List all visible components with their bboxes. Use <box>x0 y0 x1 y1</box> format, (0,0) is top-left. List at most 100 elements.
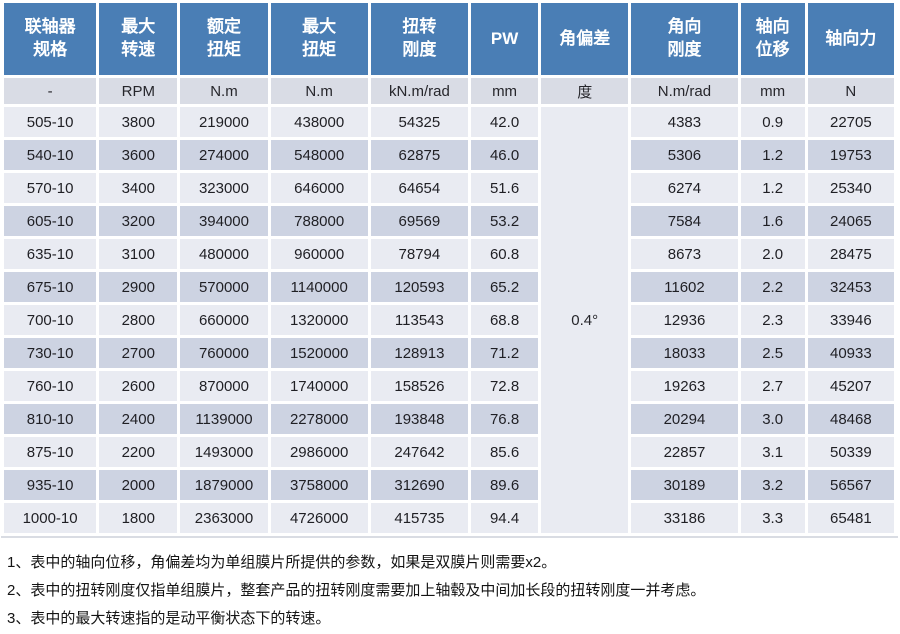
table-row: 570-10 3400 323000 646000 64654 51.6 627… <box>4 173 894 203</box>
cell-torsional-stiffness: 247642 <box>370 437 468 467</box>
cell-rated-torque: 480000 <box>180 239 268 269</box>
cell-torsional-stiffness: 78794 <box>370 239 468 269</box>
cell-axial-force: 50339 <box>807 437 894 467</box>
cell-axial-displacement: 0.9 <box>740 107 805 137</box>
unit-pw: mm <box>471 78 539 104</box>
cell-rated-torque: 394000 <box>180 206 268 236</box>
cell-torsional-stiffness: 193848 <box>370 404 468 434</box>
cell-torsional-stiffness: 120593 <box>370 272 468 302</box>
cell-torsional-stiffness: 128913 <box>370 338 468 368</box>
cell-axial-force: 25340 <box>807 173 894 203</box>
cell-max-torque: 438000 <box>270 107 368 137</box>
cell-coupling-size: 730-10 <box>4 338 97 368</box>
cell-max-speed: 3800 <box>99 107 178 137</box>
cell-pw: 53.2 <box>471 206 539 236</box>
table-row: 935-10 2000 1879000 3758000 312690 89.6 … <box>4 470 894 500</box>
cell-angular-stiffness: 4383 <box>631 107 738 137</box>
cell-axial-force: 45207 <box>807 371 894 401</box>
column-header-torsional-stiffness: 扭转 刚度 <box>370 3 468 75</box>
cell-angular-stiffness: 5306 <box>631 140 738 170</box>
cell-max-speed: 2000 <box>99 470 178 500</box>
column-header-max-torque: 最大 扭矩 <box>270 3 368 75</box>
cell-coupling-size: 605-10 <box>4 206 97 236</box>
cell-pw: 42.0 <box>471 107 539 137</box>
cell-axial-force: 19753 <box>807 140 894 170</box>
cell-coupling-size: 675-10 <box>4 272 97 302</box>
cell-axial-displacement: 2.3 <box>740 305 805 335</box>
cell-torsional-stiffness: 54325 <box>370 107 468 137</box>
footnote-1: 1、表中的轴向位移，角偏差均为单组膜片所提供的参数，如果是双膜片则需要x2。 <box>7 554 557 571</box>
cell-rated-torque: 274000 <box>180 140 268 170</box>
cell-pw: 46.0 <box>471 140 539 170</box>
cell-axial-force: 28475 <box>807 239 894 269</box>
cell-axial-force: 40933 <box>807 338 894 368</box>
cell-max-torque: 788000 <box>270 206 368 236</box>
cell-pw: 71.2 <box>471 338 539 368</box>
cell-axial-force: 48468 <box>807 404 894 434</box>
unit-axial-displacement: mm <box>740 78 805 104</box>
cell-torsional-stiffness: 415735 <box>370 503 468 533</box>
cell-max-torque: 548000 <box>270 140 368 170</box>
cell-angular-stiffness: 7584 <box>631 206 738 236</box>
table-row: 875-10 2200 1493000 2986000 247642 85.6 … <box>4 437 894 467</box>
cell-rated-torque: 219000 <box>180 107 268 137</box>
cell-axial-displacement: 3.1 <box>740 437 805 467</box>
table-row: 505-10 3800 219000 438000 54325 42.0 0.4… <box>4 107 894 533</box>
cell-torsional-stiffness: 62875 <box>370 140 468 170</box>
table-row: 675-10 2900 570000 1140000 120593 65.2 1… <box>4 272 894 302</box>
cell-pw: 76.8 <box>471 404 539 434</box>
cell-max-speed: 3600 <box>99 140 178 170</box>
cell-axial-displacement: 3.2 <box>740 470 805 500</box>
cell-coupling-size: 810-10 <box>4 404 97 434</box>
cell-coupling-size: 700-10 <box>4 305 97 335</box>
cell-max-torque: 3758000 <box>270 470 368 500</box>
cell-max-torque: 4726000 <box>270 503 368 533</box>
unit-max-speed: RPM <box>99 78 178 104</box>
cell-coupling-size: 935-10 <box>4 470 97 500</box>
column-header-pw: PW <box>471 3 539 75</box>
cell-coupling-size: 540-10 <box>4 140 97 170</box>
coupling-spec-table: 联轴器 规格 最大 转速 额定 扭矩 最大 扭矩 扭转 刚度 PW 角偏差 角向… <box>1 0 897 536</box>
cell-coupling-size: 635-10 <box>4 239 97 269</box>
cell-max-torque: 2278000 <box>270 404 368 434</box>
cell-rated-torque: 1493000 <box>180 437 268 467</box>
cell-max-speed: 2900 <box>99 272 178 302</box>
cell-axial-force: 24065 <box>807 206 894 236</box>
unit-row: - RPM N.m N.m kN.m/rad mm 度 N.m/rad mm N <box>4 78 894 104</box>
cell-axial-displacement: 1.2 <box>740 140 805 170</box>
cell-angular-stiffness: 33186 <box>631 503 738 533</box>
cell-rated-torque: 660000 <box>180 305 268 335</box>
unit-angular-deviation: 度 <box>541 78 629 104</box>
cell-pw: 94.4 <box>471 503 539 533</box>
cell-axial-displacement: 1.6 <box>740 206 805 236</box>
cell-axial-force: 33946 <box>807 305 894 335</box>
cell-max-torque: 1520000 <box>270 338 368 368</box>
table-row: 605-10 3200 394000 788000 69569 53.2 758… <box>4 206 894 236</box>
column-header-angular-stiffness: 角向 刚度 <box>631 3 738 75</box>
unit-rated-torque: N.m <box>180 78 268 104</box>
cell-max-torque: 646000 <box>270 173 368 203</box>
cell-angular-stiffness: 8673 <box>631 239 738 269</box>
cell-pw: 60.8 <box>471 239 539 269</box>
cell-max-speed: 3100 <box>99 239 178 269</box>
column-header-axial-force: 轴向力 <box>807 3 894 75</box>
cell-axial-force: 65481 <box>807 503 894 533</box>
cell-max-speed: 3400 <box>99 173 178 203</box>
cell-angular-stiffness: 19263 <box>631 371 738 401</box>
cell-rated-torque: 870000 <box>180 371 268 401</box>
cell-angular-stiffness: 12936 <box>631 305 738 335</box>
cell-rated-torque: 1879000 <box>180 470 268 500</box>
cell-max-speed: 2200 <box>99 437 178 467</box>
cell-max-torque: 1140000 <box>270 272 368 302</box>
cell-axial-force: 32453 <box>807 272 894 302</box>
cell-rated-torque: 323000 <box>180 173 268 203</box>
cell-max-speed: 2800 <box>99 305 178 335</box>
cell-max-torque: 1740000 <box>270 371 368 401</box>
angular-deviation-value-cell: 0.4° <box>541 107 629 533</box>
cell-coupling-size: 505-10 <box>4 107 97 137</box>
unit-axial-force: N <box>807 78 894 104</box>
cell-pw: 72.8 <box>471 371 539 401</box>
cell-pw: 85.6 <box>471 437 539 467</box>
cell-angular-stiffness: 30189 <box>631 470 738 500</box>
